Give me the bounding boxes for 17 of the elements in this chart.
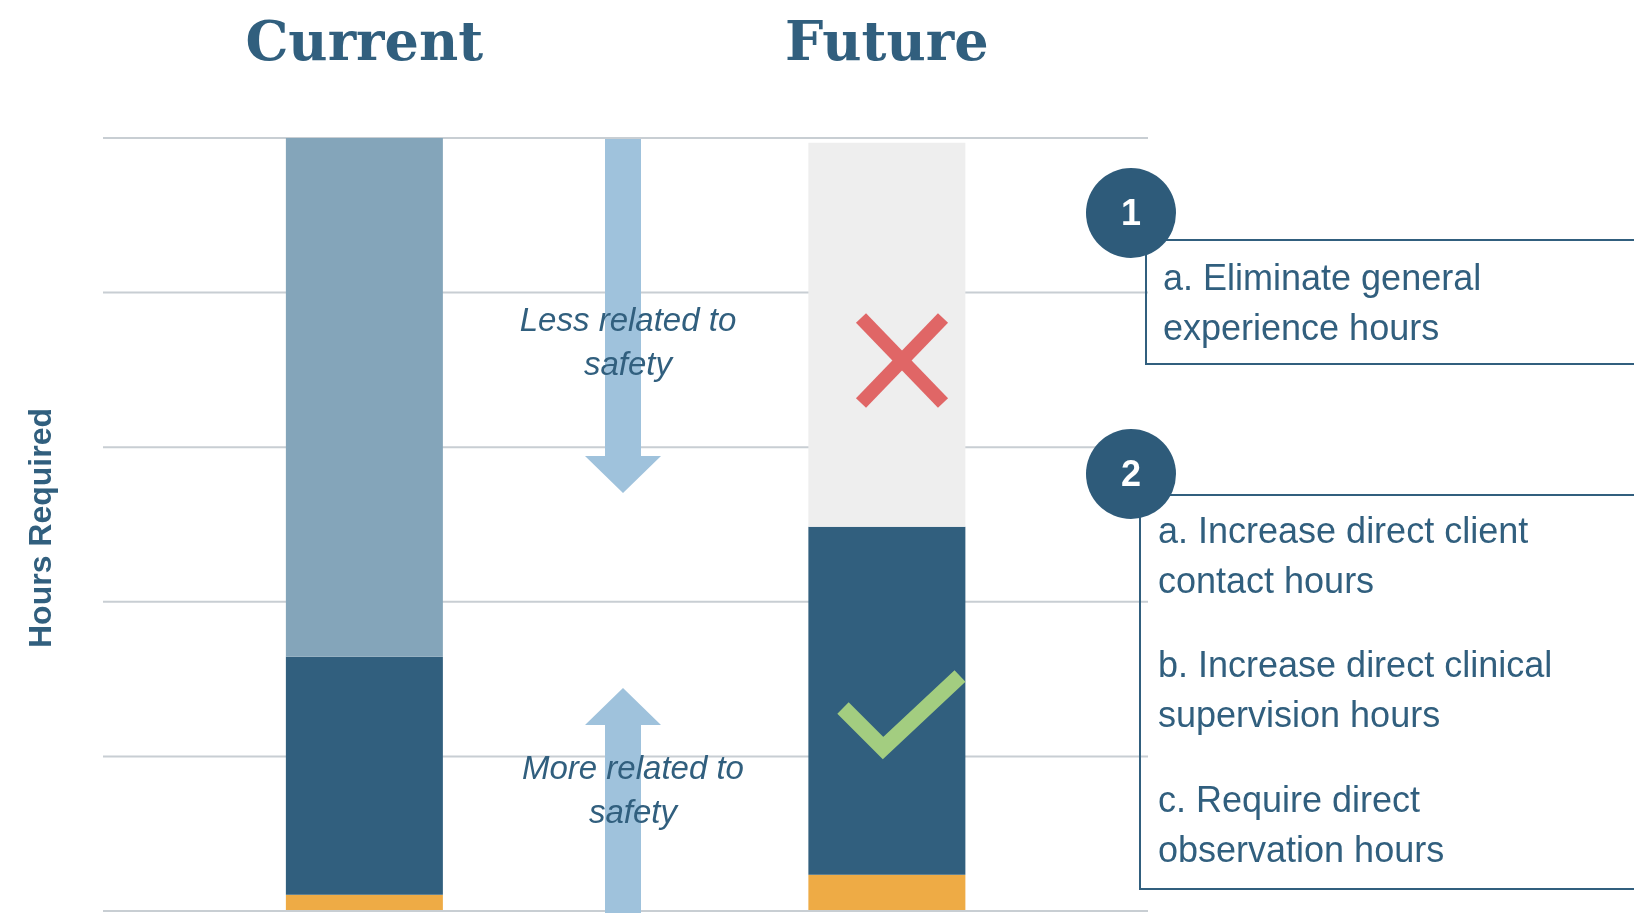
y-axis-title: Hours Required bbox=[21, 407, 59, 649]
bar bbox=[808, 874, 966, 911]
text: a. Eliminate general experience hours bbox=[1163, 256, 1483, 350]
annotation: 2 bbox=[1120, 453, 1142, 494]
text: b. Increase direct clinical supervision hours bbox=[1158, 643, 1554, 737]
bar bbox=[285, 656, 443, 895]
annotation: Less related to safety bbox=[518, 300, 738, 384]
bar bbox=[808, 526, 966, 875]
annotation: More related to safety bbox=[521, 748, 745, 832]
text: a. Increase direct client contact hours bbox=[1158, 509, 1530, 603]
x-tick-label: Future bbox=[784, 9, 989, 73]
bar bbox=[285, 138, 443, 657]
x-tick-label: Current bbox=[245, 9, 484, 73]
annotation: 1 bbox=[1086, 168, 1176, 258]
text: c. Require direct observation hours bbox=[1158, 778, 1446, 872]
bar bbox=[808, 142, 966, 527]
bar bbox=[285, 894, 443, 911]
